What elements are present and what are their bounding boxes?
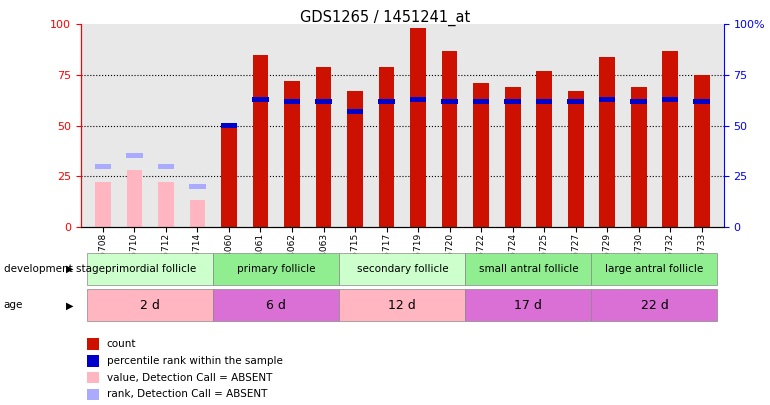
Bar <box>87 389 99 400</box>
Bar <box>473 99 490 104</box>
Bar <box>567 99 584 104</box>
Bar <box>284 81 300 227</box>
Bar <box>95 164 111 168</box>
Bar <box>591 253 718 285</box>
Bar <box>465 290 591 321</box>
Text: 17 d: 17 d <box>514 299 542 312</box>
Bar <box>87 372 99 384</box>
Bar <box>504 99 521 104</box>
Bar <box>221 126 237 227</box>
Bar <box>536 99 552 104</box>
Text: 2 d: 2 d <box>140 299 160 312</box>
Bar <box>126 153 142 158</box>
Bar <box>347 91 363 227</box>
Text: rank, Detection Call = ABSENT: rank, Detection Call = ABSENT <box>106 390 267 399</box>
Text: 6 d: 6 d <box>266 299 286 312</box>
Bar <box>213 290 340 321</box>
Bar <box>126 170 142 227</box>
Bar <box>694 99 710 104</box>
Bar <box>505 87 521 227</box>
Text: value, Detection Call = ABSENT: value, Detection Call = ABSENT <box>106 373 272 383</box>
Bar <box>189 184 206 189</box>
Text: primary follicle: primary follicle <box>237 264 316 274</box>
Bar <box>442 51 457 227</box>
Text: percentile rank within the sample: percentile rank within the sample <box>106 356 283 366</box>
Bar <box>316 67 331 227</box>
Bar <box>253 55 269 227</box>
Bar <box>599 97 615 102</box>
Bar <box>631 99 647 104</box>
Bar <box>410 28 426 227</box>
Bar <box>567 91 584 227</box>
Text: ▶: ▶ <box>65 264 73 274</box>
Text: 12 d: 12 d <box>388 299 417 312</box>
Text: ▶: ▶ <box>65 301 73 310</box>
Bar <box>340 253 465 285</box>
Text: small antral follicle: small antral follicle <box>479 264 578 274</box>
Text: age: age <box>4 301 23 310</box>
Bar <box>87 253 213 285</box>
Bar <box>253 97 269 102</box>
Text: large antral follicle: large antral follicle <box>605 264 704 274</box>
Bar <box>591 290 718 321</box>
Bar <box>213 253 340 285</box>
Text: secondary follicle: secondary follicle <box>357 264 448 274</box>
Bar <box>441 99 458 104</box>
Bar <box>631 87 647 227</box>
Bar <box>315 99 332 104</box>
Text: 22 d: 22 d <box>641 299 668 312</box>
Bar <box>474 83 489 227</box>
Bar <box>221 123 237 128</box>
Text: primordial follicle: primordial follicle <box>105 264 196 274</box>
Bar <box>662 97 678 102</box>
Text: count: count <box>106 339 136 349</box>
Bar <box>158 164 174 168</box>
Text: GDS1265 / 1451241_at: GDS1265 / 1451241_at <box>300 10 470 26</box>
Bar <box>410 97 427 102</box>
Bar <box>536 71 552 227</box>
Bar <box>379 67 394 227</box>
Bar <box>346 109 363 114</box>
Bar <box>599 57 615 227</box>
Bar <box>87 338 99 350</box>
Bar <box>158 182 174 227</box>
Bar <box>694 75 710 227</box>
Bar <box>662 51 678 227</box>
Text: development stage: development stage <box>4 264 105 274</box>
Bar <box>87 355 99 367</box>
Bar <box>87 290 213 321</box>
Bar <box>95 182 111 227</box>
Bar <box>465 253 591 285</box>
Bar <box>378 99 395 104</box>
Bar <box>189 200 206 227</box>
Bar <box>340 290 465 321</box>
Bar <box>283 99 300 104</box>
